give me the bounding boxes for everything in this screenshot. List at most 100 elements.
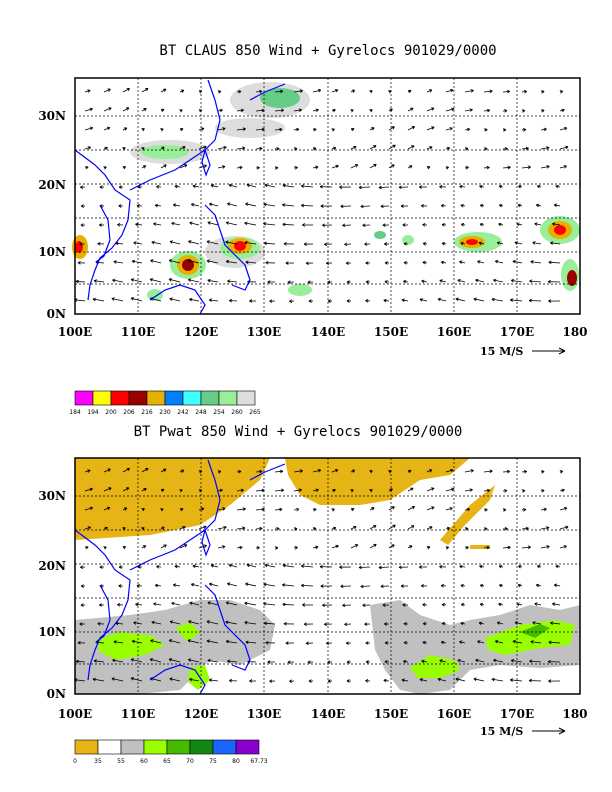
wind-vector	[473, 677, 485, 682]
colorbar-swatch	[128, 390, 148, 406]
ref-vector-head	[558, 347, 566, 355]
pwat-region-wetter	[520, 624, 550, 638]
wind-vector	[441, 241, 447, 246]
wind-vector	[293, 527, 298, 531]
wind-vector	[445, 146, 451, 151]
wind-vector	[331, 526, 337, 531]
wind-vector	[160, 108, 165, 113]
wind-vector	[99, 223, 104, 227]
wind-vector	[483, 89, 493, 94]
pwat-region-wet	[485, 620, 575, 655]
wind-vector	[160, 508, 164, 512]
wind-vector	[217, 108, 223, 113]
wind-vector	[282, 183, 295, 188]
wind-vector	[227, 582, 238, 587]
coast-japan	[249, 463, 286, 481]
wind-vector	[312, 88, 322, 93]
wind-vector	[384, 261, 390, 265]
wind-vector	[521, 489, 526, 493]
wind-vector	[246, 183, 257, 188]
wind-vector	[131, 639, 143, 644]
wind-vector	[403, 641, 409, 645]
wind-vector	[92, 297, 105, 302]
wind-vector	[189, 677, 200, 682]
wind-vector	[540, 146, 550, 150]
bottom-pwat-shading	[75, 458, 580, 694]
wind-vector	[483, 469, 493, 474]
wind-vector	[150, 259, 162, 264]
wind-vector	[536, 564, 542, 569]
wind-vector	[350, 89, 356, 93]
colorbar-swatch	[189, 739, 214, 755]
colorbar-label: 260	[231, 409, 243, 416]
colorbar-swatch	[200, 390, 220, 406]
wind-vector	[236, 146, 246, 151]
wind-vector	[369, 163, 377, 169]
wind-vector	[117, 603, 124, 607]
wind-vector	[493, 658, 504, 663]
wind-vector	[383, 298, 390, 303]
coast-taiwan	[201, 527, 211, 557]
cloud-patch	[141, 145, 189, 159]
wind-vector	[345, 261, 352, 265]
wind-vector	[160, 164, 167, 169]
wind-vector	[459, 184, 466, 189]
wind-vector	[344, 242, 352, 247]
wind-vector	[168, 278, 181, 283]
wind-vector	[422, 223, 428, 227]
wind-vector	[342, 223, 352, 228]
wind-vector	[156, 565, 162, 569]
wind-vector	[135, 602, 143, 607]
wind-vector	[206, 240, 219, 245]
wind-vector	[305, 641, 314, 645]
wind-vector	[388, 470, 392, 474]
coast-indochina	[95, 584, 111, 643]
wind-vector	[113, 640, 124, 644]
wind-vector	[208, 678, 219, 683]
wind-vector	[118, 204, 124, 208]
wind-vector	[118, 584, 124, 588]
wind-vector	[339, 565, 352, 569]
wind-vector	[141, 488, 147, 492]
wind-vector	[346, 299, 352, 303]
wind-vector	[350, 525, 357, 530]
wind-vector	[516, 602, 523, 606]
wind-vector	[521, 109, 526, 113]
wind-vector	[559, 165, 567, 169]
wind-vector	[346, 679, 352, 683]
wind-vector	[245, 202, 257, 207]
wind-vector	[534, 602, 542, 606]
wind-vector	[267, 280, 275, 284]
wind-vector	[244, 221, 257, 226]
wind-vector	[483, 545, 490, 550]
wind-vector	[345, 641, 352, 645]
wind-vector	[323, 242, 333, 247]
wind-vector	[498, 184, 504, 189]
wind-vector	[198, 109, 203, 113]
wind-vector	[365, 299, 371, 303]
wind-vector	[555, 184, 561, 189]
bottom-wind-vectors	[74, 468, 569, 683]
wind-vector	[559, 525, 569, 530]
wind-vector	[179, 109, 183, 113]
top-gridlines	[75, 78, 580, 314]
wind-vector	[285, 641, 295, 645]
wind-vector	[422, 622, 428, 626]
x-tick-label: 110E	[121, 325, 155, 339]
wind-vector	[559, 145, 569, 150]
wind-vector	[342, 603, 352, 608]
wind-vector	[550, 621, 561, 625]
wind-vector	[103, 487, 112, 492]
bottom-map-panel	[74, 457, 581, 695]
wind-vector	[274, 127, 283, 132]
wind-vector	[521, 89, 528, 94]
y-tick-label: 30N	[38, 109, 66, 123]
wind-vector	[287, 660, 295, 664]
wind-vector	[464, 469, 474, 473]
wind-vector	[502, 147, 508, 151]
wind-vector	[255, 89, 263, 94]
colorbar-swatch	[97, 739, 122, 755]
cloud-patch	[374, 231, 386, 239]
wind-vector	[141, 147, 145, 151]
wind-vector	[160, 468, 167, 473]
